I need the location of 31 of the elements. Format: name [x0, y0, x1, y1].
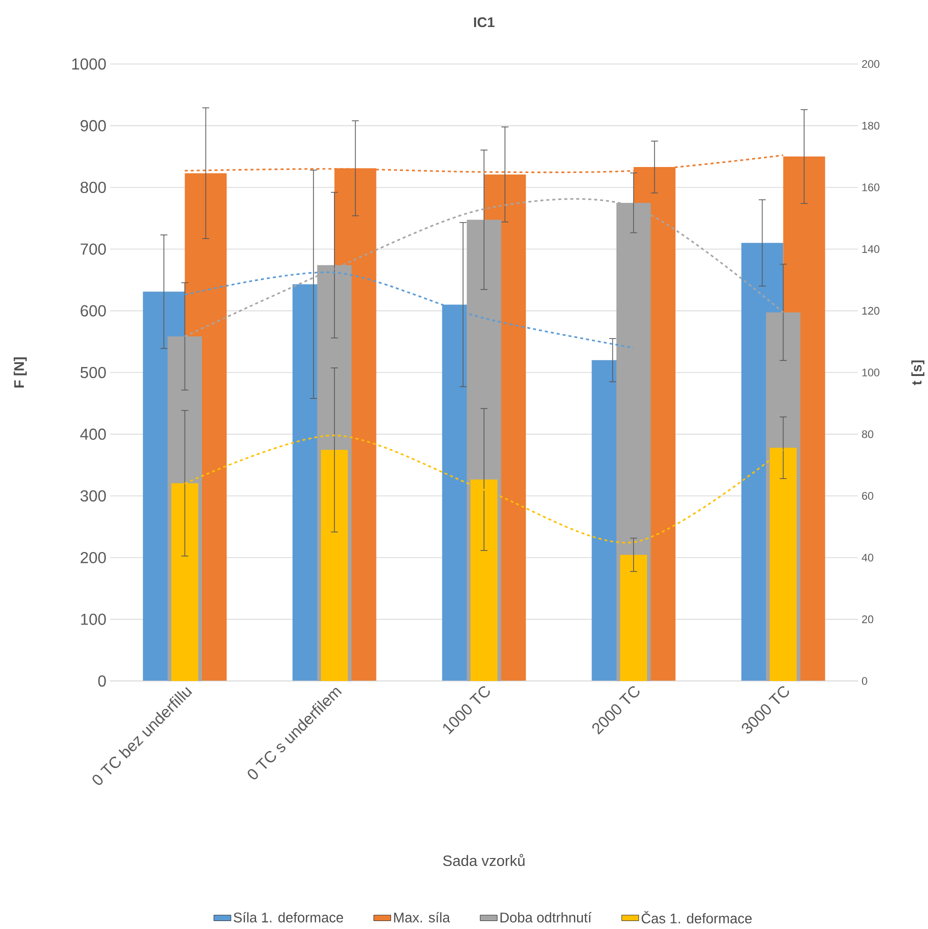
y2-tick-label: 60 — [862, 492, 874, 500]
x-axis-title: Sada vzorků — [443, 854, 525, 866]
legend-label: Doba odtrhnutí — [500, 912, 592, 922]
y2-axis-title: t [s] — [911, 360, 924, 386]
y2-tick-label: 180 — [862, 122, 880, 130]
y-tick-label: 600 — [80, 305, 106, 316]
y-tick-label: 1000 — [72, 58, 106, 70]
y2-tick-label: 20 — [862, 615, 874, 624]
chart-title: IC1 — [474, 17, 494, 28]
bar — [620, 554, 648, 681]
y2-tick-label: 120 — [862, 306, 880, 315]
legend-label: Čas 1. deformace — [642, 911, 752, 924]
y2-tick-label: 140 — [862, 245, 880, 253]
y-tick-label: 800 — [80, 182, 106, 194]
y-axis-title: F [N] — [14, 357, 27, 388]
y-tick-label: 900 — [80, 120, 106, 132]
y2-tick-label: 160 — [862, 184, 880, 192]
y2-tick-label: 0 — [862, 677, 868, 685]
legend-label: Max. síla — [394, 912, 450, 922]
y2-tick-label: 80 — [862, 430, 874, 438]
legend-label: Síla 1. deformace — [234, 912, 344, 922]
y-tick-label: 100 — [81, 614, 106, 625]
y2-tick-label: 200 — [862, 60, 880, 68]
y-tick-label: 700 — [80, 243, 106, 255]
y2-tick-label: 40 — [862, 554, 874, 562]
y2-tick-label: 100 — [862, 368, 880, 376]
y-tick-label: 500 — [80, 366, 106, 378]
y-tick-label: 400 — [80, 428, 106, 440]
y-tick-label: 200 — [80, 552, 106, 564]
y-tick-label: 0 — [98, 675, 106, 687]
y-tick-label: 300 — [80, 490, 106, 502]
